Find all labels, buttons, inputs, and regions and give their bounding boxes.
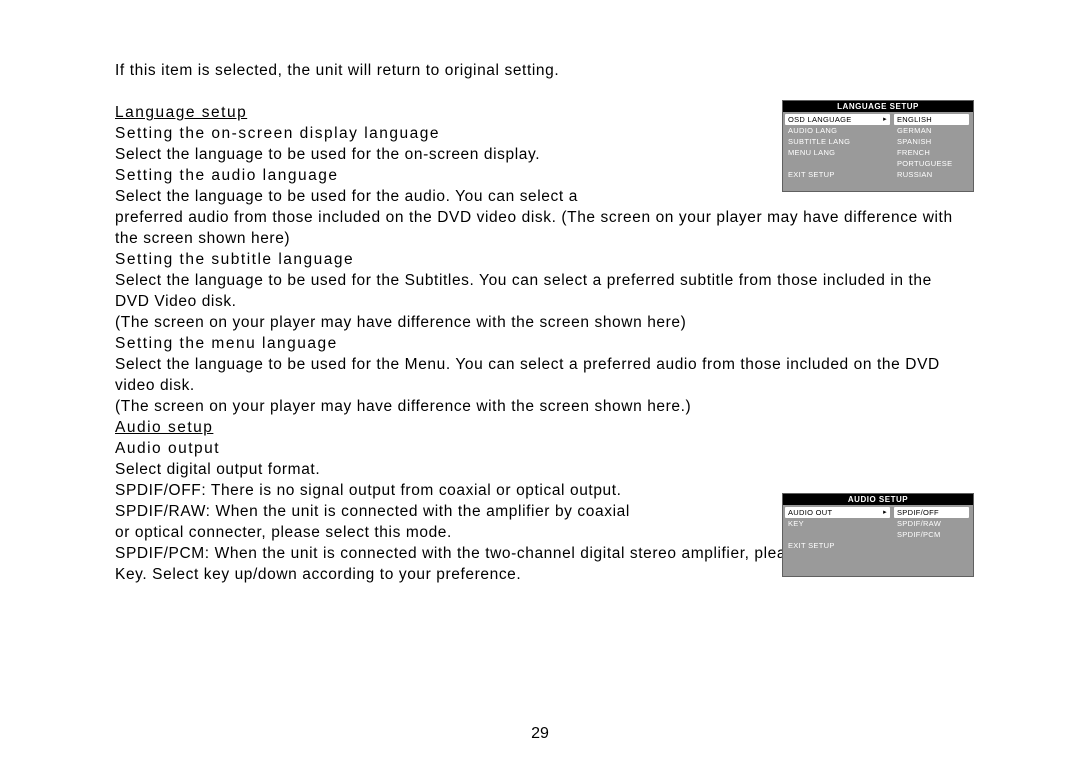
intro-text: If this item is selected, the unit will …	[115, 60, 965, 81]
osd-menu-item[interactable]: SPDIF/PCM	[894, 529, 969, 540]
page-number: 29	[0, 725, 1080, 743]
osd-menu-item[interactable]: EXIT SETUP	[785, 540, 890, 551]
text-spdif-raw-a: SPDIF/RAW: When the unit is connected wi…	[115, 501, 755, 522]
section-heading-audio: Audio setup	[115, 417, 965, 438]
text-spdif-off: SPDIF/OFF: There is no signal output fro…	[115, 480, 755, 501]
osd-menu-item[interactable]: MENU LANG	[785, 147, 890, 158]
osd-menu-item[interactable]: AUDIO OUT	[785, 507, 890, 518]
osd-menu-item[interactable]: KEY	[785, 518, 890, 529]
text-subtitle-language-b: (The screen on your player may have diff…	[115, 312, 965, 333]
osd-menu-item[interactable]: PORTUGUESE	[894, 158, 969, 169]
osd-language-left-col: OSD LANGUAGEAUDIO LANGSUBTITLE LANGMENU …	[783, 112, 892, 182]
osd-menu-item[interactable]: AUDIO LANG	[785, 125, 890, 136]
osd-language-setup: LANGUAGE SETUP OSD LANGUAGEAUDIO LANGSUB…	[782, 100, 974, 192]
osd-audio-right-col: SPDIF/OFFSPDIF/RAWSPDIF/PCM	[892, 505, 971, 553]
osd-menu-item[interactable]: SPDIF/OFF	[894, 507, 969, 518]
osd-menu-item[interactable]: SUBTITLE LANG	[785, 136, 890, 147]
osd-menu-item[interactable]: GERMAN	[894, 125, 969, 136]
osd-audio-body: AUDIO OUTKEY EXIT SETUP SPDIF/OFFSPDIF/RA…	[783, 505, 973, 553]
osd-menu-item[interactable]: OSD LANGUAGE	[785, 114, 890, 125]
text-audio-language-a: Select the language to be used for the a…	[115, 186, 755, 207]
osd-menu-item[interactable]: SPDIF/RAW	[894, 518, 969, 529]
text-menu-language-a: Select the language to be used for the M…	[115, 354, 965, 396]
osd-language-title: LANGUAGE SETUP	[783, 101, 973, 112]
subheading-subtitle-language: Setting the subtitle language	[115, 249, 965, 270]
text-subtitle-language-a: Select the language to be used for the S…	[115, 270, 965, 312]
osd-menu-item[interactable]: ENGLISH	[894, 114, 969, 125]
osd-audio-left-col: AUDIO OUTKEY EXIT SETUP	[783, 505, 892, 553]
osd-language-right-col: ENGLISHGERMANSPANISHFRENCHPORTUGUESERUSS…	[892, 112, 971, 182]
osd-menu-item[interactable]: SPANISH	[894, 136, 969, 147]
subheading-menu-language: Setting the menu language	[115, 333, 965, 354]
osd-audio-setup: AUDIO SETUP AUDIO OUTKEY EXIT SETUP SPDIF…	[782, 493, 974, 577]
osd-menu-item[interactable]: RUSSIAN	[894, 169, 969, 180]
osd-language-body: OSD LANGUAGEAUDIO LANGSUBTITLE LANGMENU …	[783, 112, 973, 182]
osd-menu-item[interactable]: EXIT SETUP	[785, 169, 890, 180]
manual-page: If this item is selected, the unit will …	[0, 0, 1080, 761]
text-menu-language-b: (The screen on your player may have diff…	[115, 396, 965, 417]
text-audio-language-b: preferred audio from those included on t…	[115, 207, 965, 249]
osd-audio-title: AUDIO SETUP	[783, 494, 973, 505]
text-audio-output-1: Select digital output format.	[115, 459, 965, 480]
subheading-audio-output: Audio output	[115, 438, 965, 459]
osd-menu-item[interactable]: FRENCH	[894, 147, 969, 158]
